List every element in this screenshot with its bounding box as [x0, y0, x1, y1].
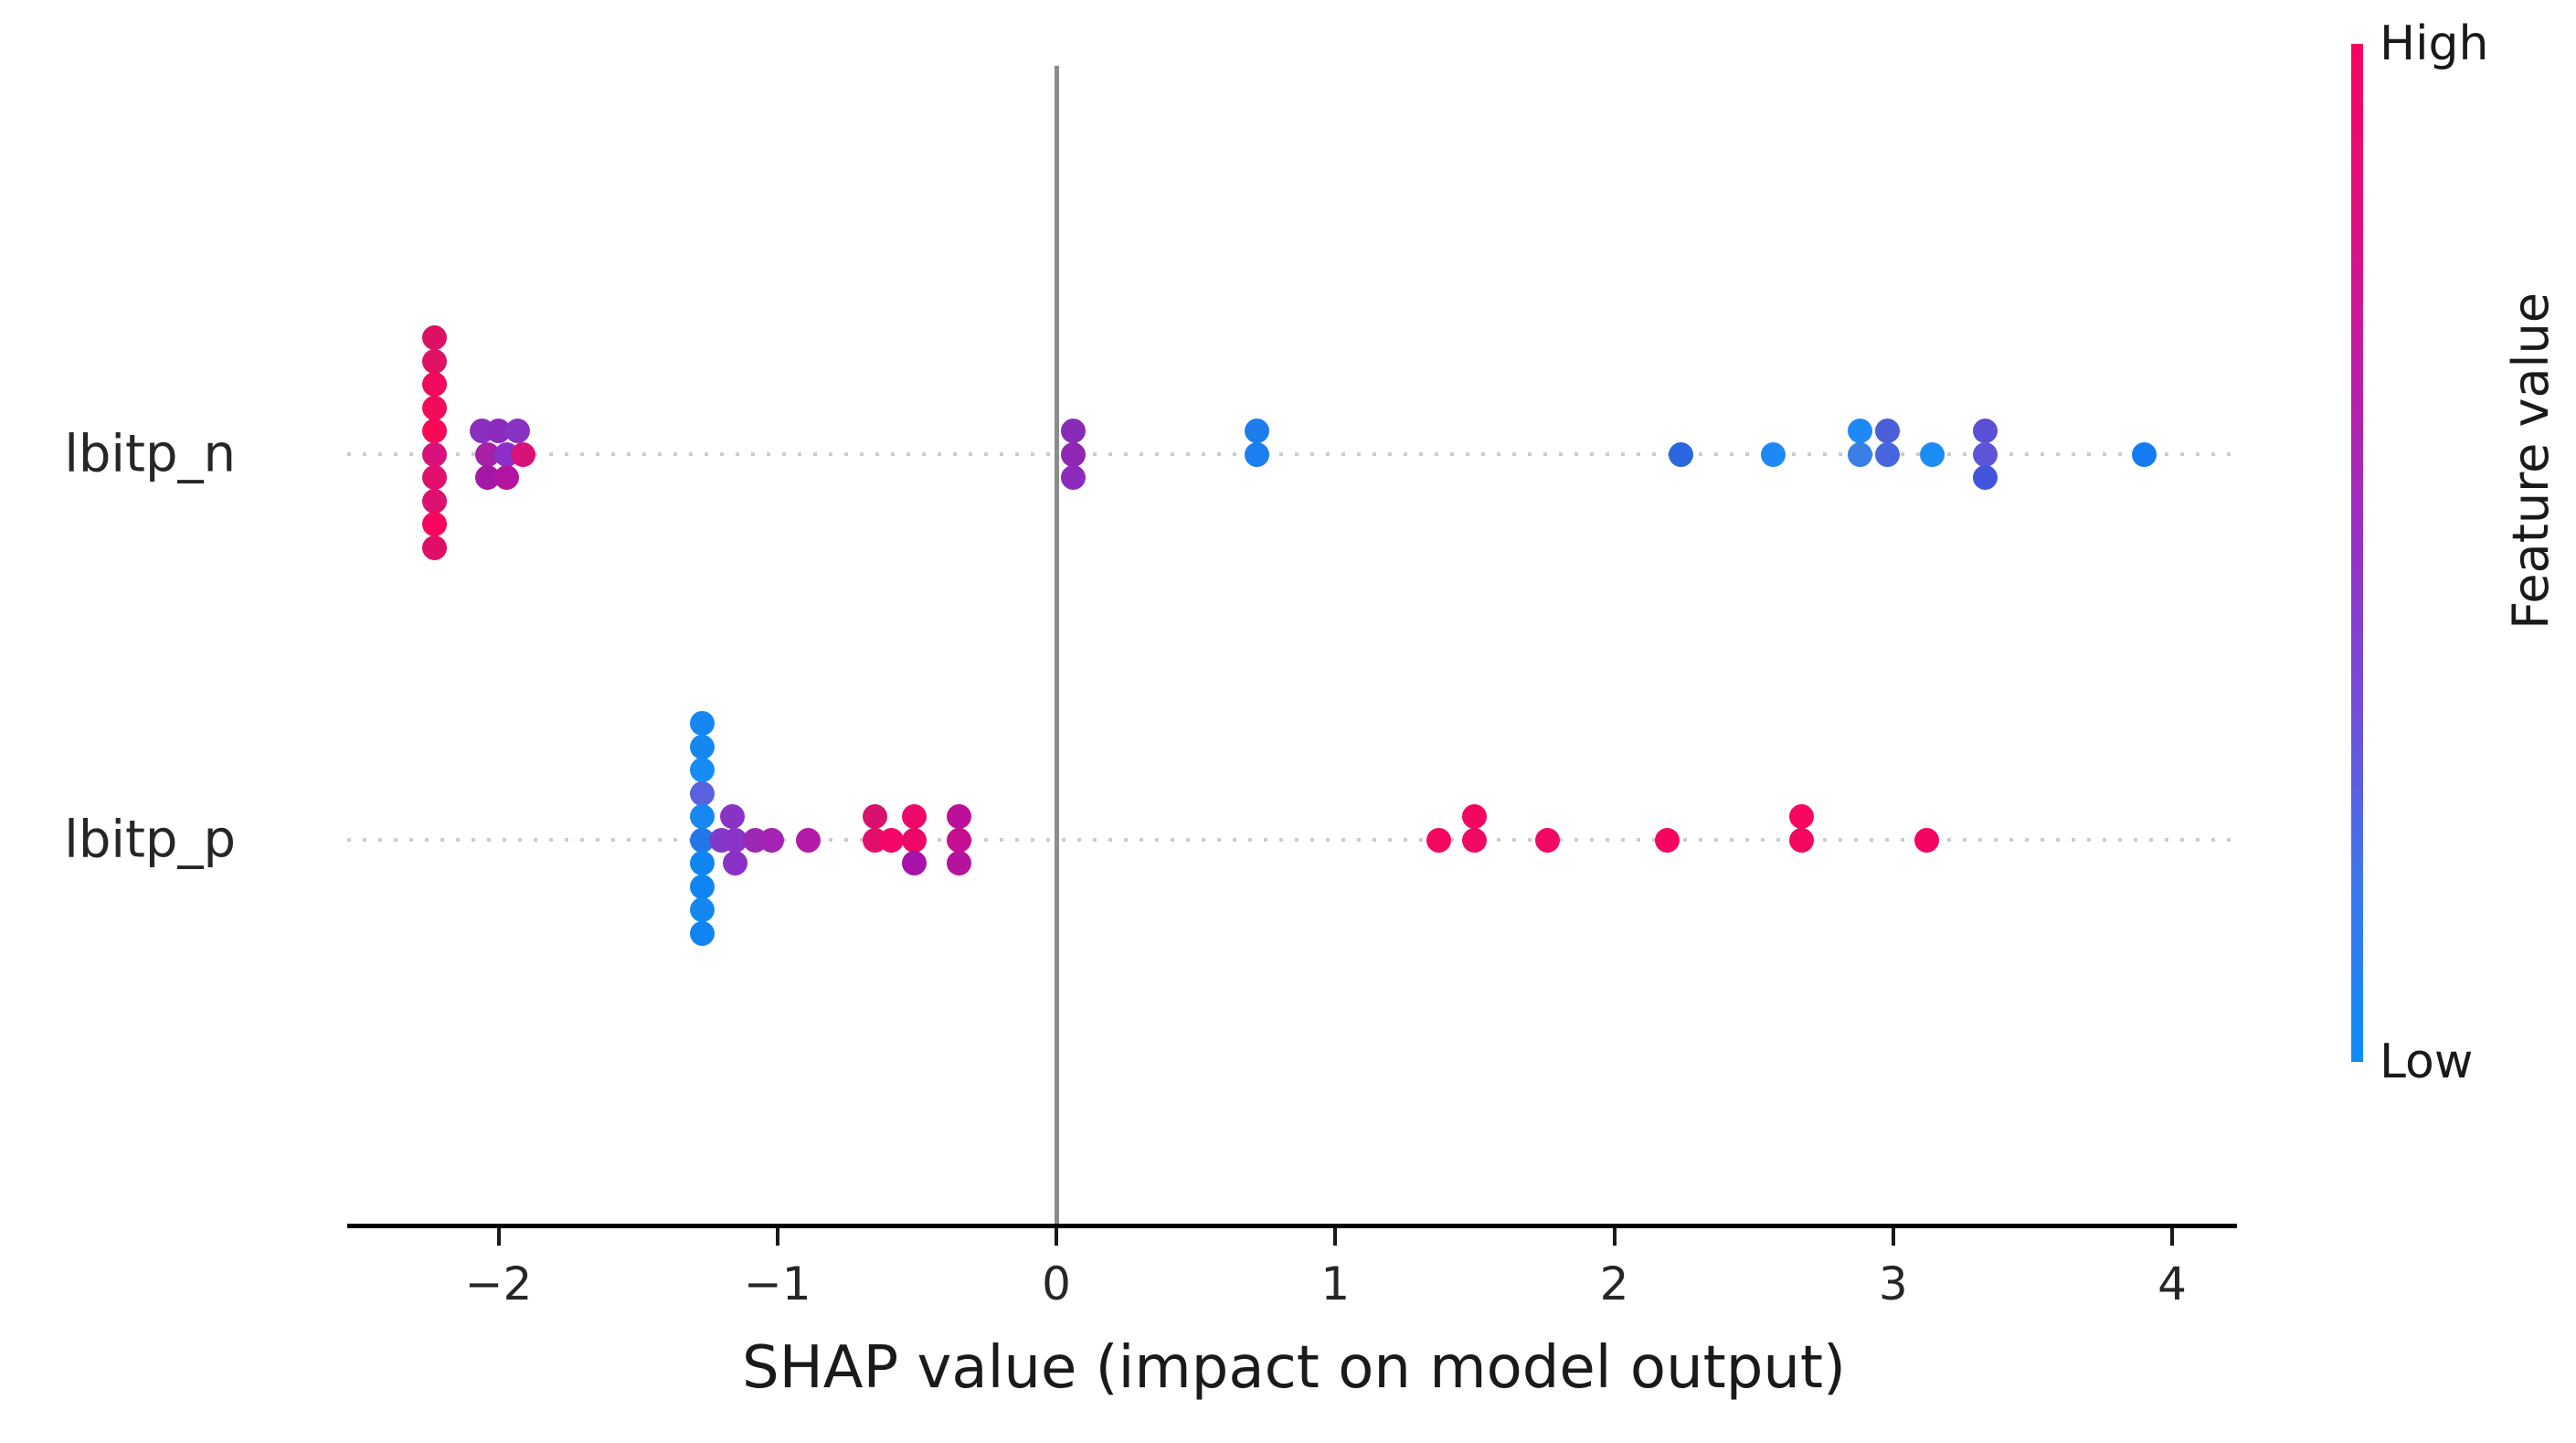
data-point [1875, 441, 1901, 467]
row-guide-line-lbitp-p [347, 838, 2237, 842]
data-point [421, 535, 447, 560]
x-tick-label: 0 [1042, 1257, 1071, 1310]
data-point [689, 920, 715, 946]
data-point [1972, 419, 1998, 443]
data-point [901, 851, 927, 875]
x-axis-title: SHAP value (impact on model output) [742, 1334, 1846, 1402]
data-point [421, 512, 447, 536]
y-tick-label-lbitp-n: lbitp_n [64, 424, 236, 484]
data-point [421, 372, 447, 397]
data-point [1669, 441, 1694, 467]
data-point [689, 758, 715, 782]
data-point [421, 465, 447, 490]
data-point [1534, 827, 1560, 853]
data-point [689, 780, 715, 806]
x-axis-line [347, 1224, 2237, 1228]
x-tick-label: 2 [1599, 1257, 1629, 1310]
data-point [1462, 804, 1488, 829]
data-point [689, 874, 715, 899]
colorbar-low-label: Low [2380, 1035, 2474, 1089]
data-point [1060, 441, 1086, 467]
x-tick-mark [1891, 1228, 1895, 1246]
data-point [723, 851, 748, 875]
data-point [1245, 441, 1270, 467]
data-point [421, 395, 447, 420]
data-point [421, 348, 447, 374]
data-point [901, 804, 927, 829]
x-tick-label: 1 [1320, 1257, 1351, 1310]
colorbar-title: Feature value [2502, 292, 2560, 630]
data-point [1919, 441, 1945, 467]
data-point [1788, 804, 1814, 829]
data-point [689, 734, 715, 759]
row-guide-line-lbitp-n [347, 452, 2237, 456]
data-point [1847, 441, 1872, 467]
colorbar-high-label: High [2380, 16, 2489, 71]
data-point [421, 488, 447, 514]
x-tick-label: 4 [2157, 1257, 2187, 1310]
x-tick-mark [2170, 1228, 2174, 1246]
data-point [689, 851, 715, 875]
data-point [1788, 827, 1814, 853]
data-point [505, 419, 531, 443]
data-point [759, 827, 785, 853]
zero-reference-line [1055, 66, 1059, 1225]
data-point [1426, 827, 1451, 853]
data-point [1654, 827, 1680, 853]
data-point [511, 441, 536, 467]
data-point [946, 827, 971, 853]
data-point [689, 804, 715, 829]
data-point [421, 325, 447, 350]
data-point [795, 827, 821, 853]
data-point [1847, 419, 1872, 443]
x-tick-mark [1055, 1228, 1058, 1246]
data-point [689, 711, 715, 736]
y-tick-label-lbitp-p: lbitp_p [64, 810, 236, 870]
x-tick-label: −2 [464, 1257, 533, 1310]
data-point [946, 804, 971, 829]
x-tick-mark [1333, 1228, 1338, 1246]
data-point [1875, 419, 1901, 443]
data-point [1462, 827, 1488, 853]
data-point [1972, 441, 1998, 467]
data-point [421, 441, 447, 467]
data-point [901, 827, 927, 853]
data-point [1913, 827, 1939, 853]
data-point [1245, 419, 1270, 443]
x-tick-label: 3 [1878, 1257, 1908, 1310]
data-point [1760, 441, 1786, 467]
data-point [494, 465, 520, 490]
data-point [689, 897, 715, 922]
data-point [946, 851, 971, 875]
x-tick-mark [1612, 1228, 1617, 1246]
data-point [720, 804, 746, 829]
x-tick-mark [496, 1228, 501, 1246]
colorbar [2351, 44, 2363, 1062]
data-point [2131, 441, 2157, 467]
data-point [1060, 465, 1086, 490]
x-tick-label: −1 [743, 1257, 811, 1310]
x-tick-mark [775, 1228, 779, 1246]
data-point [421, 419, 447, 443]
data-point [863, 804, 888, 829]
data-point [1060, 419, 1086, 443]
data-point [879, 827, 905, 853]
data-point [1972, 465, 1998, 490]
